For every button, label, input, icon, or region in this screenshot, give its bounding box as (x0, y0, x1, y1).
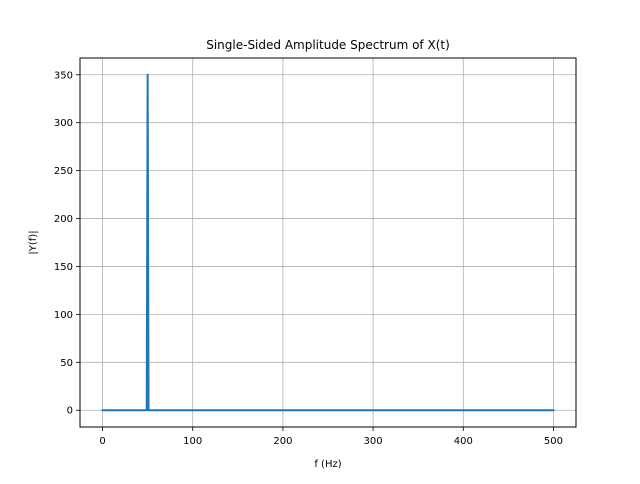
y-tick-label: 100 (54, 310, 73, 321)
y-axis-ticks: 0 50 100 150 200 250 300 350 (54, 70, 80, 417)
x-tick-label: 0 (99, 436, 105, 447)
y-tick-label: 250 (54, 166, 73, 177)
y-tick-label: 0 (67, 406, 73, 417)
grid-lines (80, 58, 576, 427)
x-tick-label: 200 (273, 436, 292, 447)
spectrum-line (101, 73, 555, 412)
x-tick-label: 300 (364, 436, 383, 447)
y-axis-label: |Y(f)| (28, 230, 39, 254)
y-tick-label: 50 (60, 358, 73, 369)
y-tick-label: 200 (54, 214, 73, 225)
x-tick-label: 100 (183, 436, 202, 447)
plot-area-frame (79, 57, 577, 428)
x-tick-label: 500 (544, 436, 563, 447)
y-tick-label: 350 (54, 70, 73, 81)
chart-title: Single-Sided Amplitude Spectrum of X(t) (206, 38, 450, 52)
y-tick-label: 150 (54, 262, 73, 273)
y-tick-label: 300 (54, 118, 73, 129)
data-series (101, 73, 555, 412)
x-tick-label: 400 (454, 436, 473, 447)
plot-area-background (80, 58, 576, 427)
x-axis-ticks: 0 100 200 300 400 500 (99, 427, 563, 447)
x-axis-label: f (Hz) (314, 459, 341, 470)
